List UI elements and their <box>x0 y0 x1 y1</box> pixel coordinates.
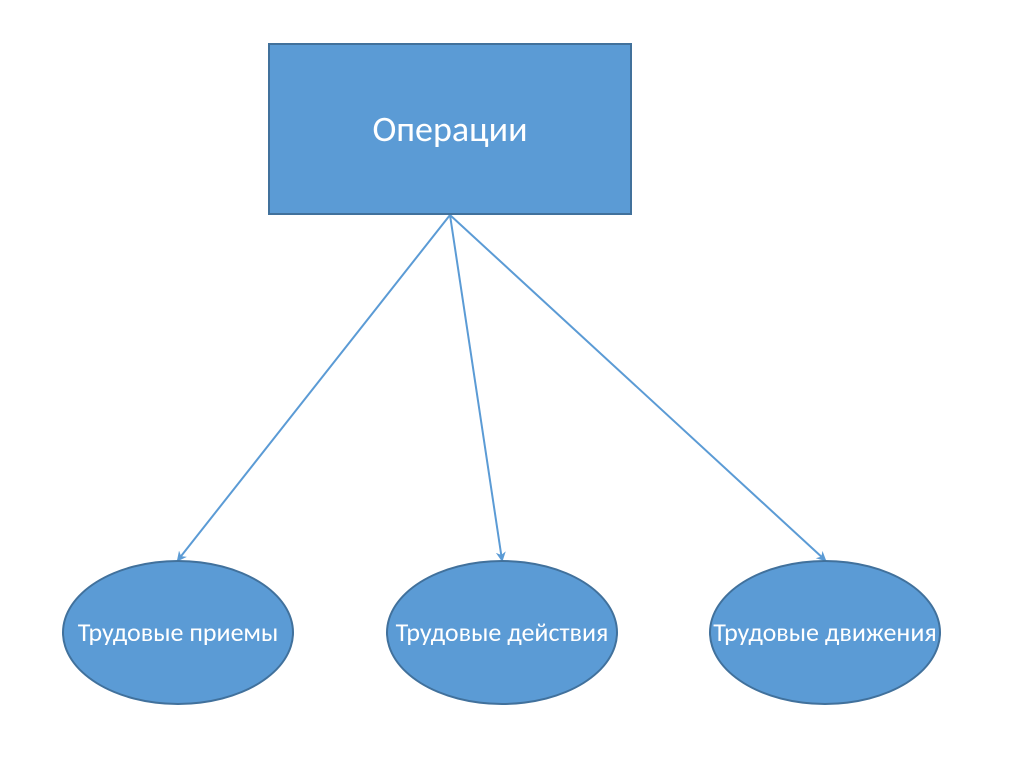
root-node: Операции <box>268 43 632 215</box>
edge-1 <box>450 215 502 560</box>
child-node-0: Трудовые приемы <box>62 560 294 705</box>
child-node-0-label: Трудовые приемы <box>78 617 279 648</box>
edge-0 <box>178 215 450 560</box>
root-node-label: Операции <box>372 107 527 151</box>
child-node-1-label: Трудовые действия <box>396 617 609 648</box>
edges-group <box>178 215 825 560</box>
child-node-2-label: Трудовые движения <box>713 617 936 648</box>
child-node-2: Трудовые движения <box>709 560 941 705</box>
edge-2 <box>450 215 825 560</box>
child-node-1: Трудовые действия <box>386 560 618 705</box>
